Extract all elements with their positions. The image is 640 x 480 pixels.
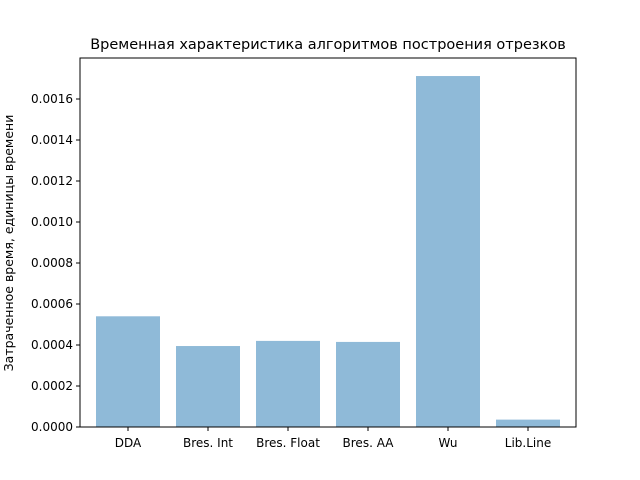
y-tick-label: 0.0002	[31, 379, 73, 393]
y-tick-label: 0.0014	[31, 133, 73, 147]
y-tick-label: 0.0012	[31, 174, 73, 188]
y-tick-label: 0.0000	[31, 420, 73, 434]
x-tick-label: Bres. AA	[343, 436, 395, 450]
y-tick-label: 0.0016	[31, 92, 73, 106]
x-tick-label: Bres. Float	[256, 436, 320, 450]
bar-wu	[416, 76, 480, 427]
x-axis: DDA Bres. Int Bres. Float Bres. AA Wu Lib.Lin…	[115, 427, 551, 450]
bars-group	[96, 76, 560, 427]
bar-bres-float	[256, 340, 320, 427]
bar-lib-line	[496, 419, 560, 427]
y-tick-label: 0.0006	[31, 297, 73, 311]
bar-bres-int	[176, 346, 240, 427]
y-tick-label: 0.0004	[31, 338, 73, 352]
y-tick-label: 0.0010	[31, 215, 73, 229]
y-tick-label: 0.0008	[31, 256, 73, 270]
x-tick-label: DDA	[115, 436, 142, 450]
plot-frame	[79, 57, 577, 428]
bar-bres-aa	[336, 341, 400, 427]
chart-title: Временная характеристика алгоритмов пост…	[90, 37, 566, 53]
x-tick-label: Bres. Int	[183, 436, 233, 450]
x-tick-label: Wu	[438, 436, 457, 450]
bar-dda	[96, 316, 160, 427]
y-axis-label: Затраченное время, единицы времени	[1, 115, 16, 372]
y-axis: 0.0000 0.0002 0.0004 0.0006 0.0008 0.0010 0.00…	[31, 92, 80, 434]
x-tick-label: Lib.Line	[505, 436, 551, 450]
